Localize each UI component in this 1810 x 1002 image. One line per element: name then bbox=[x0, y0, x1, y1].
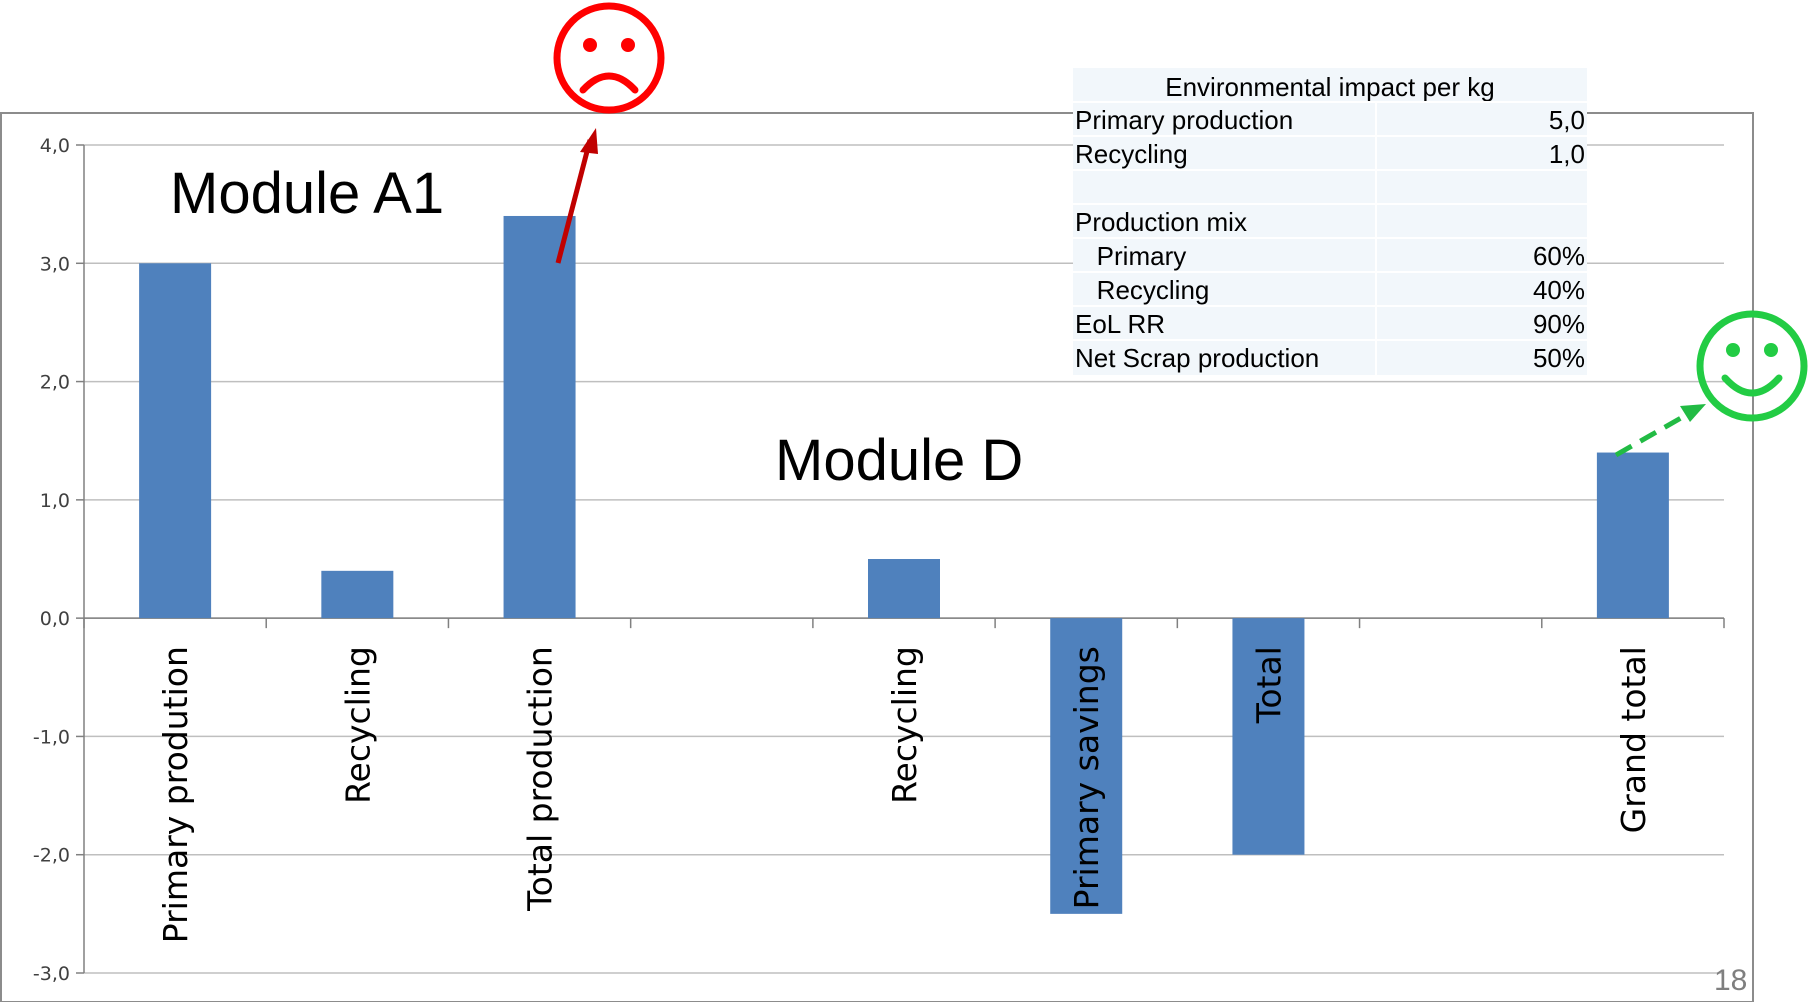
x-category-label: Primary prodution bbox=[156, 646, 195, 943]
table-row-value: 50% bbox=[1533, 343, 1585, 373]
bar bbox=[503, 215, 576, 619]
category-labels: Primary prodution Recycling Total producti… bbox=[156, 646, 1653, 943]
page-number: 18 bbox=[1714, 964, 1747, 997]
table-row-label: Primary production bbox=[1075, 105, 1293, 135]
table-row-value: 60% bbox=[1533, 241, 1585, 271]
y-tick-label: -1,0 bbox=[33, 726, 70, 748]
bar bbox=[868, 559, 940, 619]
bar bbox=[139, 263, 212, 619]
table-row-value: 5,0 bbox=[1549, 105, 1585, 135]
table-row-value: 1,0 bbox=[1549, 139, 1585, 169]
table-background bbox=[1073, 68, 1587, 375]
x-category-label: Primary savings bbox=[1067, 646, 1106, 909]
table-row-label: Recycling bbox=[1075, 139, 1188, 169]
bar bbox=[1596, 452, 1669, 619]
x-category-label: Recycling bbox=[338, 646, 377, 804]
y-tick-label: 0,0 bbox=[40, 608, 70, 630]
x-category-label: Grand total bbox=[1614, 646, 1653, 833]
y-tick-labels: 4,0 3,0 2,0 1,0 0,0 -1,0 -2,0 -3,0 bbox=[33, 135, 70, 985]
bar bbox=[1232, 618, 1305, 855]
y-tick-label: 1,0 bbox=[40, 490, 70, 512]
table-row-label: Net Scrap production bbox=[1075, 343, 1319, 373]
dashed-arrow-icon bbox=[1614, 404, 1706, 458]
module-d-label: Module D bbox=[775, 428, 1023, 493]
table-row-label: Production mix bbox=[1075, 207, 1247, 237]
table-row-value: 90% bbox=[1533, 309, 1585, 339]
x-category-label: Total production bbox=[521, 646, 560, 912]
happy-face-icon bbox=[1696, 310, 1808, 422]
sad-face-icon bbox=[553, 2, 665, 114]
impact-table: Environmental impact per kg Primary prod… bbox=[1073, 68, 1587, 375]
x-category-label: Recycling bbox=[885, 646, 924, 804]
module-a1-label: Module A1 bbox=[170, 161, 444, 226]
y-tick-label: 3,0 bbox=[40, 253, 70, 275]
table-title: Environmental impact per kg bbox=[1165, 72, 1494, 102]
up-arrow-icon bbox=[555, 128, 598, 264]
bar bbox=[321, 570, 394, 619]
bars bbox=[139, 215, 1669, 914]
table-row-label: Recycling bbox=[1075, 275, 1209, 305]
y-tick-label: 4,0 bbox=[40, 135, 70, 157]
table-row-value: 40% bbox=[1533, 275, 1585, 305]
bar bbox=[1050, 618, 1123, 914]
table-row-label: EoL RR bbox=[1075, 309, 1165, 339]
x-category-label: Total bbox=[1249, 646, 1288, 724]
y-tick-label: -2,0 bbox=[33, 845, 70, 867]
y-tick-label: -3,0 bbox=[33, 963, 70, 985]
table-row-label: Primary bbox=[1075, 241, 1186, 271]
y-tick-label: 2,0 bbox=[40, 372, 70, 394]
